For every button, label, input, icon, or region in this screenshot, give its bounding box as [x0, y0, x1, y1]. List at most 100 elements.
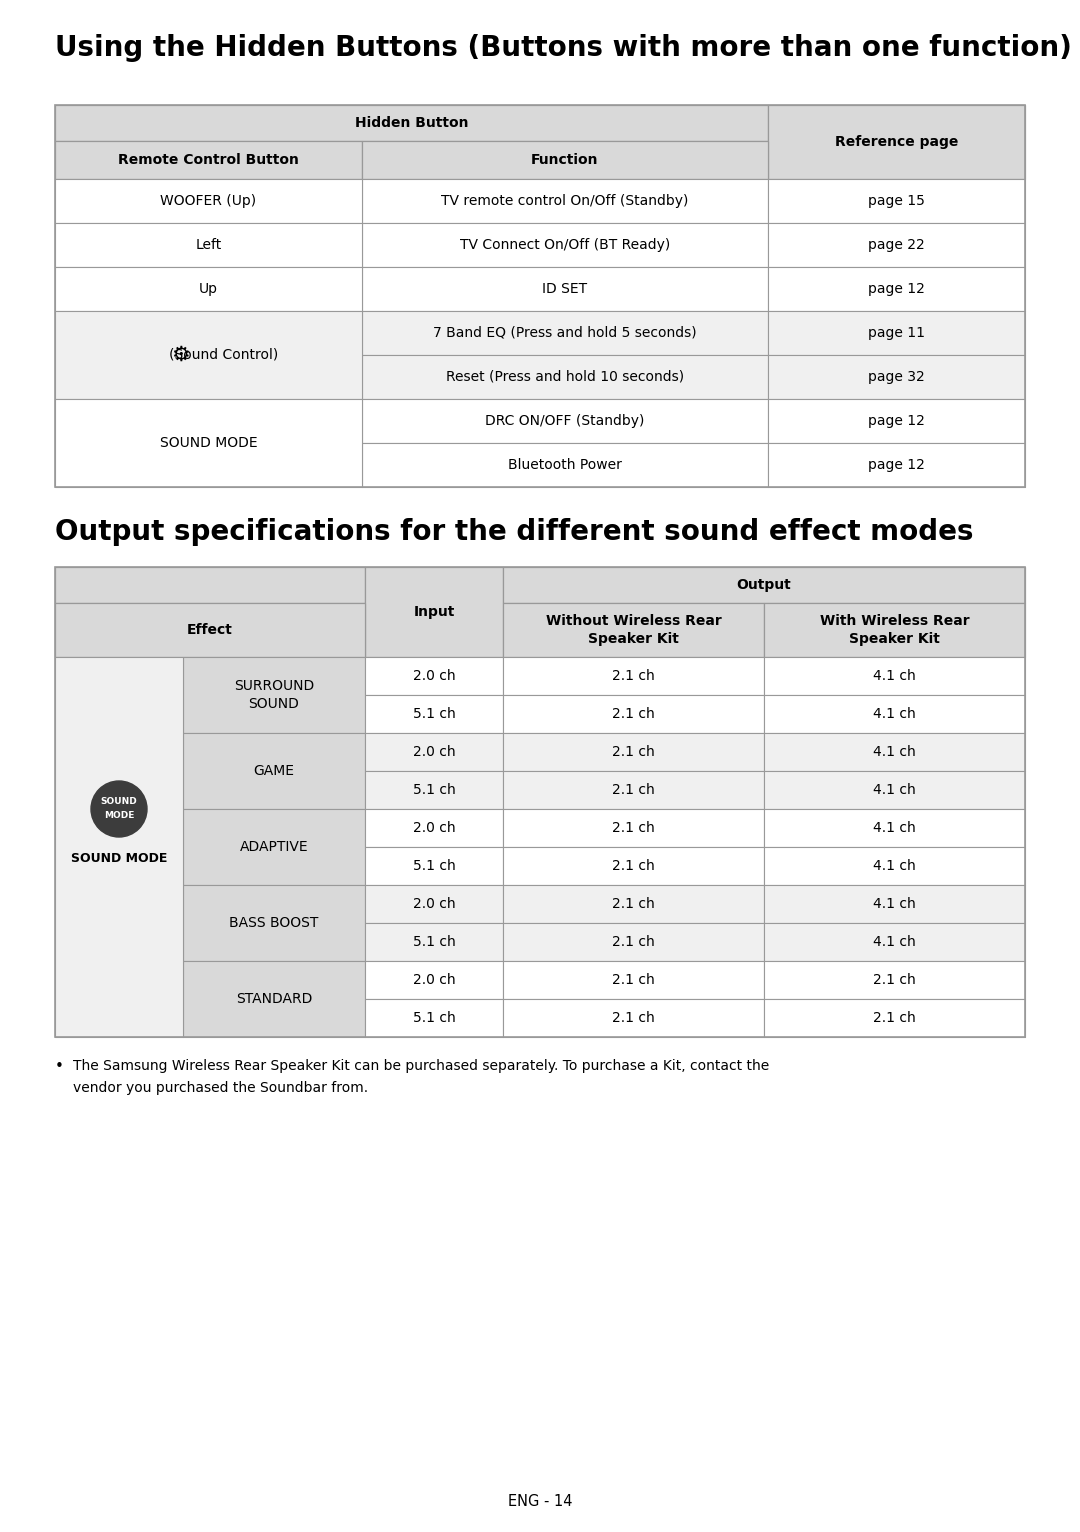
Text: ADAPTIVE: ADAPTIVE — [240, 840, 308, 853]
Bar — [183, 657, 365, 732]
Bar — [183, 657, 365, 732]
Bar — [365, 657, 503, 696]
Bar — [365, 696, 503, 732]
Bar — [503, 567, 1025, 604]
Text: BASS BOOST: BASS BOOST — [229, 916, 319, 930]
Bar — [55, 604, 365, 657]
Bar — [55, 398, 362, 487]
Bar — [365, 999, 503, 1037]
Bar — [503, 771, 764, 809]
Text: 5.1 ch: 5.1 ch — [413, 859, 456, 873]
Text: 5.1 ch: 5.1 ch — [413, 783, 456, 797]
Bar — [365, 657, 503, 696]
Bar — [362, 355, 768, 398]
Text: 2.1 ch: 2.1 ch — [873, 973, 916, 987]
Text: 4.1 ch: 4.1 ch — [873, 821, 916, 835]
Bar — [764, 961, 1025, 999]
Text: 2.1 ch: 2.1 ch — [612, 898, 654, 912]
Bar — [764, 696, 1025, 732]
Bar — [365, 885, 503, 922]
Bar — [55, 106, 1025, 487]
Text: 2.1 ch: 2.1 ch — [612, 859, 654, 873]
Text: 2.1 ch: 2.1 ch — [873, 1011, 916, 1025]
Bar — [768, 398, 1025, 443]
Bar — [362, 355, 768, 398]
Text: With Wireless Rear
Speaker Kit: With Wireless Rear Speaker Kit — [820, 614, 970, 645]
Bar — [365, 922, 503, 961]
Bar — [764, 771, 1025, 809]
Bar — [503, 696, 764, 732]
Bar — [55, 567, 365, 604]
Bar — [768, 311, 1025, 355]
Bar — [55, 311, 362, 398]
Text: Output specifications for the different sound effect modes: Output specifications for the different … — [55, 518, 973, 545]
Text: 2.1 ch: 2.1 ch — [612, 1011, 654, 1025]
Bar — [365, 961, 503, 999]
Bar — [503, 922, 764, 961]
Text: ID SET: ID SET — [542, 282, 588, 296]
Bar — [768, 267, 1025, 311]
Text: page 12: page 12 — [868, 282, 924, 296]
Bar — [768, 355, 1025, 398]
Bar — [362, 141, 768, 179]
Text: 2.0 ch: 2.0 ch — [413, 821, 456, 835]
Bar — [503, 885, 764, 922]
Text: TV remote control On/Off (Standby): TV remote control On/Off (Standby) — [442, 195, 689, 208]
Text: SOUND MODE: SOUND MODE — [160, 437, 257, 450]
Text: 2.1 ch: 2.1 ch — [612, 745, 654, 758]
Text: The Samsung Wireless Rear Speaker Kit can be purchased separately. To purchase a: The Samsung Wireless Rear Speaker Kit ca… — [73, 1059, 769, 1072]
Bar — [55, 567, 1025, 1037]
Text: page 32: page 32 — [868, 371, 924, 385]
Bar — [183, 961, 365, 1037]
Bar — [362, 141, 768, 179]
Bar — [362, 311, 768, 355]
Text: ⚙: ⚙ — [171, 345, 190, 365]
Bar — [365, 567, 503, 657]
Bar — [55, 224, 362, 267]
Bar — [503, 567, 1025, 604]
Text: DRC ON/OFF (Standby): DRC ON/OFF (Standby) — [485, 414, 645, 427]
Text: 4.1 ch: 4.1 ch — [873, 669, 916, 683]
Text: 2.1 ch: 2.1 ch — [612, 935, 654, 948]
Text: Remote Control Button: Remote Control Button — [118, 153, 299, 167]
Text: 2.0 ch: 2.0 ch — [413, 973, 456, 987]
Bar — [365, 847, 503, 885]
Bar — [183, 732, 365, 809]
Text: Input: Input — [414, 605, 455, 619]
Bar — [503, 732, 764, 771]
Text: 5.1 ch: 5.1 ch — [413, 935, 456, 948]
Bar — [365, 847, 503, 885]
Text: Without Wireless Rear
Speaker Kit: Without Wireless Rear Speaker Kit — [545, 614, 721, 645]
Text: 2.1 ch: 2.1 ch — [612, 669, 654, 683]
Bar — [764, 657, 1025, 696]
Bar — [55, 141, 362, 179]
Text: 4.1 ch: 4.1 ch — [873, 706, 916, 722]
Bar — [362, 443, 768, 487]
Bar — [362, 443, 768, 487]
Bar — [768, 443, 1025, 487]
Bar — [183, 961, 365, 1037]
Text: 4.1 ch: 4.1 ch — [873, 859, 916, 873]
Bar — [55, 106, 768, 141]
Bar — [768, 267, 1025, 311]
Bar — [365, 809, 503, 847]
Bar — [764, 771, 1025, 809]
Text: 4.1 ch: 4.1 ch — [873, 935, 916, 948]
Bar — [503, 922, 764, 961]
Text: Reset (Press and hold 10 seconds): Reset (Press and hold 10 seconds) — [446, 371, 684, 385]
Text: page 15: page 15 — [868, 195, 924, 208]
Bar — [764, 604, 1025, 657]
Bar — [183, 809, 365, 885]
Bar — [503, 696, 764, 732]
Bar — [362, 224, 768, 267]
Bar — [764, 732, 1025, 771]
Bar — [768, 224, 1025, 267]
Bar — [503, 809, 764, 847]
Text: Left: Left — [195, 237, 221, 251]
Text: (Sound Control): (Sound Control) — [168, 348, 279, 362]
Text: vendor you purchased the Soundbar from.: vendor you purchased the Soundbar from. — [73, 1082, 368, 1095]
Bar — [768, 179, 1025, 224]
Bar — [503, 732, 764, 771]
Bar — [55, 604, 365, 657]
Bar — [55, 567, 365, 604]
